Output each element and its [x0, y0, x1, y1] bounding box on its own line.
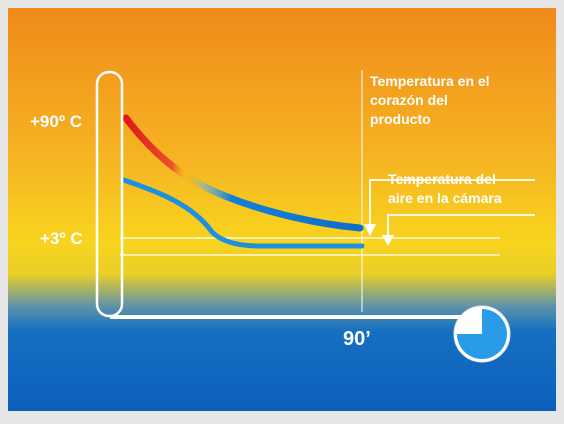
timer-clock-icon: [453, 305, 511, 363]
core-temperature-curve: [122, 114, 364, 232]
top-temperature-label: +90º C: [30, 112, 83, 131]
air-temperature-curve: [121, 177, 365, 249]
y-axis-capsule: [95, 70, 124, 318]
air-pointer-arrow: [387, 214, 535, 236]
low-temperature-label: +3º C: [40, 229, 83, 248]
time-label: 90’: [343, 328, 371, 350]
core-pointer-arrow: [369, 179, 535, 225]
arrow-down-icon: [382, 235, 394, 246]
air-temperature-annotation: Temperatura del aire en la cámara: [388, 171, 502, 206]
core-temperature-annotation: Temperatura en el corazón del producto: [370, 73, 490, 127]
arrow-down-icon: [364, 224, 376, 236]
